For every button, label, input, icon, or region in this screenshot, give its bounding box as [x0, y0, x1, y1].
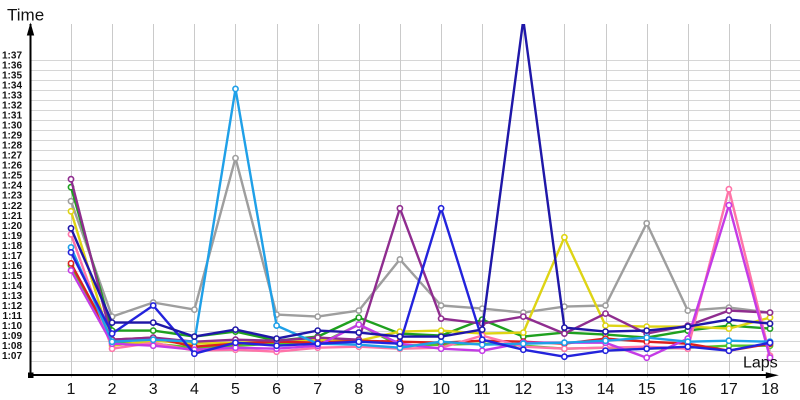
svg-text:6: 6 — [272, 381, 281, 398]
svg-text:1:26: 1:26 — [2, 161, 22, 172]
svg-text:1:27: 1:27 — [2, 151, 22, 162]
svg-text:1:21: 1:21 — [2, 211, 22, 222]
svg-text:10: 10 — [432, 381, 450, 398]
svg-text:1:20: 1:20 — [2, 221, 22, 232]
svg-text:17: 17 — [720, 381, 738, 398]
svg-text:1: 1 — [67, 381, 76, 398]
svg-text:1:10: 1:10 — [2, 321, 22, 332]
svg-text:1:24: 1:24 — [2, 181, 22, 192]
svg-text:1:34: 1:34 — [2, 80, 22, 91]
svg-text:2: 2 — [108, 381, 117, 398]
svg-text:4: 4 — [190, 381, 199, 398]
svg-text:1:31: 1:31 — [2, 111, 22, 122]
svg-text:14: 14 — [597, 381, 615, 398]
svg-text:1:08: 1:08 — [2, 341, 22, 352]
svg-text:1:19: 1:19 — [2, 231, 22, 242]
svg-text:1:32: 1:32 — [2, 100, 22, 111]
svg-text:1:35: 1:35 — [2, 70, 22, 81]
svg-text:1:11: 1:11 — [3, 311, 23, 322]
svg-text:7: 7 — [313, 381, 322, 398]
svg-text:1:25: 1:25 — [2, 171, 22, 182]
svg-text:13: 13 — [556, 381, 574, 398]
svg-text:1:22: 1:22 — [2, 201, 22, 212]
svg-text:1:17: 1:17 — [2, 251, 22, 262]
svg-text:1:15: 1:15 — [2, 271, 22, 282]
svg-text:Time: Time — [7, 6, 44, 25]
svg-text:11: 11 — [474, 381, 491, 398]
svg-text:9: 9 — [395, 381, 404, 398]
svg-text:8: 8 — [354, 381, 363, 398]
svg-text:12: 12 — [514, 381, 532, 398]
svg-text:Laps: Laps — [743, 355, 778, 372]
svg-text:1:16: 1:16 — [2, 261, 22, 272]
svg-text:1:30: 1:30 — [2, 121, 22, 132]
svg-text:1:29: 1:29 — [2, 131, 22, 142]
svg-text:1:12: 1:12 — [2, 301, 22, 312]
svg-text:1:36: 1:36 — [2, 60, 22, 71]
svg-text:18: 18 — [761, 381, 779, 398]
svg-text:1:13: 1:13 — [2, 291, 22, 302]
svg-text:1:09: 1:09 — [2, 331, 22, 342]
svg-text:3: 3 — [149, 381, 158, 398]
svg-text:1:23: 1:23 — [2, 191, 22, 202]
svg-text:1:07: 1:07 — [2, 351, 22, 362]
svg-text:1:18: 1:18 — [2, 241, 22, 252]
svg-text:1:14: 1:14 — [2, 281, 22, 292]
svg-text:1:28: 1:28 — [2, 141, 22, 152]
svg-text:5: 5 — [231, 381, 240, 398]
svg-text:15: 15 — [638, 381, 656, 398]
svg-text:1:33: 1:33 — [2, 90, 22, 101]
svg-text:1:37: 1:37 — [2, 50, 22, 61]
svg-text:16: 16 — [679, 381, 697, 398]
